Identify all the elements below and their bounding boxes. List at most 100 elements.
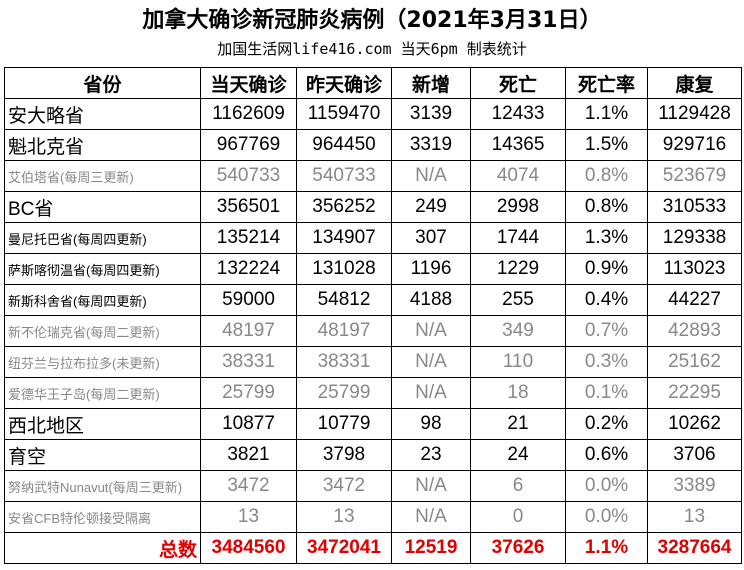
value-cell: 307 [391,222,471,254]
column-header: 当天确诊 [200,67,297,99]
value-cell: 129338 [647,222,742,254]
value-cell: 38331 [200,346,297,378]
value-cell: 3389 [647,470,742,502]
value-cell: 12433 [470,98,566,130]
value-cell: 0.2% [565,408,648,440]
value-cell: 255 [470,284,566,316]
value-cell: 132224 [200,253,297,285]
value-cell: 929716 [647,129,742,161]
value-cell: 0.0% [565,470,648,502]
value-cell: 24 [470,439,566,471]
value-cell: 134907 [296,222,392,254]
value-cell: 1229 [470,253,566,285]
title: 加拿大确诊新冠肺炎病例（2021年3月31日） [142,8,602,33]
value-cell: 3706 [647,439,742,471]
value-cell: 21 [470,408,566,440]
value-cell: 48197 [200,315,297,347]
table-row: 西北地区 10877 10779 98 21 0.2% 10262 [4,408,742,440]
table-row: 新斯科舍省(每周四更新) 59000 54812 4188 255 0.4% 44227 [4,284,742,316]
province-cell: 总数 [4,532,201,564]
province-cell: BC省 [4,191,201,223]
value-cell: 4074 [470,160,566,192]
value-cell: 98 [391,408,471,440]
value-cell: 10877 [200,408,297,440]
value-cell: 1.5% [565,129,648,161]
column-header: 昨天确诊 [296,67,392,99]
value-cell: 3798 [296,439,392,471]
value-cell: 135214 [200,222,297,254]
value-cell: N/A [391,315,471,347]
value-cell: 0.7% [565,315,648,347]
value-cell: 13 [200,501,297,533]
province-cell: 安大略省 [4,98,201,130]
value-cell: 3287664 [647,532,742,564]
province-cell: 安省CFB特伦顿接受隔离 [4,501,201,533]
table-row: 安省CFB特伦顿接受隔离 13 13 N/A 0 0.0% 13 [4,501,742,533]
value-cell: 356501 [200,191,297,223]
table-row: 曼尼托巴省(每周四更新) 135214 134907 307 1744 1.3% 12933… [4,222,742,254]
column-header: 死亡率 [565,67,648,99]
table-row: 纽芬兰与拉布拉多(未更新) 38331 38331 N/A 110 0.3% 25162 [4,346,742,378]
province-cell: 努纳武特Nunavut(每周三更新) [4,470,201,502]
province-cell: 曼尼托巴省(每周四更新) [4,222,201,254]
province-cell: 新不伦瑞克省(每周二更新) [4,315,201,347]
value-cell: 964450 [296,129,392,161]
value-cell: 10779 [296,408,392,440]
value-cell: 1.3% [565,222,648,254]
value-cell: 23 [391,439,471,471]
value-cell: 48197 [296,315,392,347]
value-cell: 349 [470,315,566,347]
value-cell: 0.9% [565,253,648,285]
value-cell: 37626 [470,532,566,564]
column-header: 省份 [4,67,201,99]
value-cell: 540733 [200,160,297,192]
value-cell: 131028 [296,253,392,285]
table-row: 安大略省 1162609 1159470 3139 12433 1.1% 1129428 [4,98,742,130]
province-cell: 育空 [4,439,201,471]
province-cell: 新斯科舍省(每周四更新) [4,284,201,316]
value-cell: 2998 [470,191,566,223]
value-cell: 0 [470,501,566,533]
value-cell: 22295 [647,377,742,409]
value-cell: 3472 [200,470,297,502]
value-cell: 6 [470,470,566,502]
value-cell: 18 [470,377,566,409]
table-row: 努纳武特Nunavut(每周三更新) 3472 3472 N/A 6 0.0% 3389 [4,470,742,502]
value-cell: 3472 [296,470,392,502]
value-cell: 44227 [647,284,742,316]
value-cell: 13 [647,501,742,533]
value-cell: 3319 [391,129,471,161]
value-cell: 3472041 [296,532,392,564]
value-cell: 0.4% [565,284,648,316]
value-cell: 14365 [470,129,566,161]
value-cell: 356252 [296,191,392,223]
value-cell: 4188 [391,284,471,316]
column-header: 康复 [647,67,742,99]
value-cell: 0.1% [565,377,648,409]
value-cell: N/A [391,346,471,378]
value-cell: 1.1% [565,532,648,564]
table-row: 育空 3821 3798 23 24 0.6% 3706 [4,439,742,471]
value-cell: 0.0% [565,501,648,533]
table-row: 魁北克省 967769 964450 3319 14365 1.5% 929716 [4,129,742,161]
table-row: BC省 356501 356252 249 2998 0.8% 310533 [4,191,742,223]
value-cell: 42893 [647,315,742,347]
province-cell: 艾伯塔省(每周三更新) [4,160,201,192]
province-cell: 爱德华王子岛(每周二更新) [4,377,201,409]
table-row: 萨斯喀彻温省(每周四更新) 132224 131028 1196 1229 0.9% 113… [4,253,742,285]
value-cell: 59000 [200,284,297,316]
value-cell: 110 [470,346,566,378]
column-header: 新增 [391,67,471,99]
value-cell: N/A [391,501,471,533]
value-cell: 54812 [296,284,392,316]
province-cell: 西北地区 [4,408,201,440]
value-cell: N/A [391,377,471,409]
table-row: 艾伯塔省(每周三更新) 540733 540733 N/A 4074 0.8% 523679 [4,160,742,192]
province-cell: 魁北克省 [4,129,201,161]
province-cell: 萨斯喀彻温省(每周四更新) [4,253,201,285]
header-row: 省份 当天确诊 昨天确诊 新增 死亡 死亡率 康复 [4,67,742,99]
value-cell: 1.1% [565,98,648,130]
table-row: 爱德华王子岛(每周二更新) 25799 25799 N/A 18 0.1% 22295 [4,377,742,409]
value-cell: 0.6% [565,439,648,471]
